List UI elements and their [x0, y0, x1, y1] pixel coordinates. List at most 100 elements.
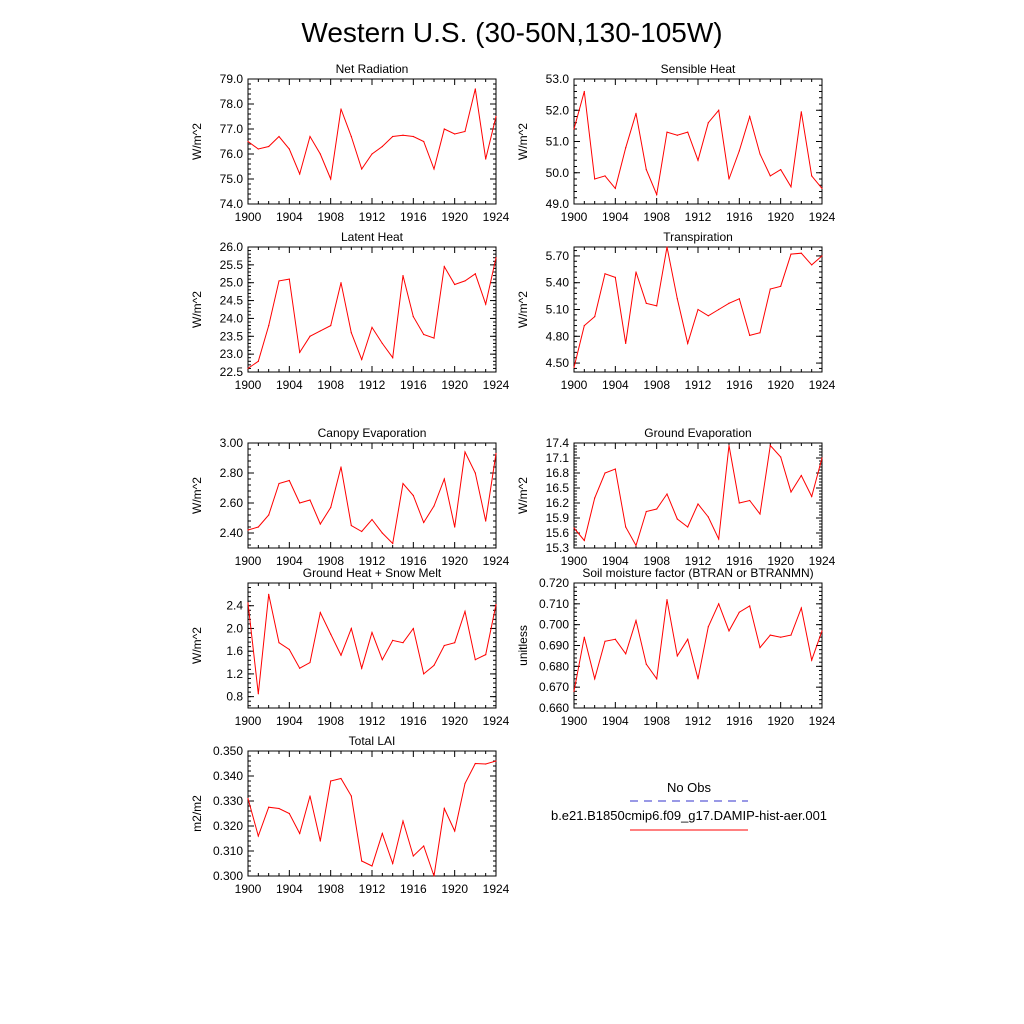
data-point	[381, 532, 383, 534]
data-point	[790, 491, 792, 493]
data-point	[656, 194, 658, 196]
x-tick-label: 1904	[602, 378, 629, 392]
y-tick-label: 0.300	[213, 869, 243, 883]
data-point	[299, 351, 301, 353]
data-point	[340, 466, 342, 468]
data-point	[361, 530, 363, 533]
data-point	[381, 342, 383, 345]
x-tick-label: 1916	[400, 882, 427, 896]
data-point	[800, 252, 802, 254]
x-tick-label: 1924	[483, 554, 510, 568]
data-point	[268, 514, 270, 516]
data-point	[247, 367, 249, 370]
data-point	[423, 140, 425, 143]
y-tick-label: 2.0	[226, 621, 243, 635]
data-point	[485, 520, 487, 522]
data-point	[485, 653, 487, 656]
y-axis-label: W/m^2	[516, 123, 530, 160]
data-point	[392, 542, 394, 545]
data-point	[443, 807, 445, 810]
x-tick-label: 1924	[483, 882, 510, 896]
x-tick-label: 1900	[235, 554, 262, 568]
y-tick-label: 22.5	[220, 365, 244, 379]
y-tick-label: 5.40	[546, 276, 570, 290]
data-point	[573, 366, 575, 369]
x-tick-label: 1904	[276, 378, 303, 392]
data-point	[330, 506, 332, 509]
chart-panel-soil-moisture-factor: 1900 1904 1908 1912 1916 1920 1924 0.660 0.670 0.…	[516, 566, 836, 728]
x-tick-label: 1908	[643, 210, 670, 224]
y-tick-label: 17.1	[546, 451, 570, 465]
data-point	[340, 654, 342, 656]
data-point	[423, 521, 425, 524]
data-point	[625, 526, 627, 528]
data-point	[454, 133, 456, 135]
data-point	[821, 187, 823, 189]
y-tick-label: 0.310	[213, 844, 243, 858]
x-tick-label: 1920	[441, 714, 468, 728]
data-point	[423, 673, 425, 675]
data-point	[759, 513, 761, 515]
x-tick-label: 1908	[317, 210, 344, 224]
data-point	[288, 812, 290, 815]
data-point	[718, 538, 720, 540]
x-tick-label: 1908	[317, 554, 344, 568]
data-point	[749, 499, 751, 502]
x-tick-label: 1912	[685, 714, 712, 728]
data-point	[412, 316, 414, 318]
x-tick-label: 1900	[561, 714, 588, 728]
y-tick-label: 0.720	[539, 576, 569, 590]
y-axis-label: W/m^2	[190, 477, 204, 514]
x-tick-label: 1904	[276, 714, 303, 728]
data-point	[759, 646, 761, 649]
y-tick-label: 25.0	[220, 276, 244, 290]
data-point	[340, 108, 342, 110]
data-point	[309, 661, 311, 664]
chart-panel-ground-evaporation: 1900 1904 1908 1912 1916 1920 1924 15.315.615.9…	[516, 426, 836, 568]
data-point	[371, 631, 373, 634]
data-point	[769, 175, 771, 177]
data-point	[433, 664, 435, 666]
data-point	[392, 357, 394, 359]
x-tick-label: 1916	[400, 554, 427, 568]
data-point	[309, 795, 311, 797]
data-point	[821, 630, 823, 632]
x-tick-label: 1900	[235, 714, 262, 728]
data-point	[697, 308, 699, 311]
data-point	[433, 337, 435, 339]
x-tick-label: 1904	[276, 210, 303, 224]
y-tick-label: 0.8	[226, 690, 243, 704]
x-tick-label: 1916	[726, 554, 753, 568]
data-point	[811, 175, 813, 177]
data-point	[299, 832, 301, 835]
data-point	[759, 332, 761, 334]
data-point	[402, 482, 404, 485]
data-point	[361, 860, 363, 862]
y-tick-label: 1.6	[226, 644, 243, 658]
data-point	[257, 835, 259, 837]
data-point	[309, 135, 311, 138]
data-point	[330, 633, 332, 635]
panel-title: Ground Evaporation	[644, 426, 751, 440]
data-point	[443, 478, 445, 480]
x-tick-label: 1924	[809, 554, 836, 568]
data-point	[614, 468, 616, 470]
data-point	[718, 109, 720, 111]
data-point	[464, 130, 466, 133]
x-tick-label: 1916	[726, 210, 753, 224]
data-point	[604, 175, 606, 177]
y-tick-label: 0.350	[213, 744, 243, 758]
data-point	[464, 782, 466, 785]
y-tick-label: 15.6	[546, 526, 570, 540]
data-point	[433, 168, 435, 170]
y-axis-label: W/m^2	[190, 123, 204, 160]
panel-title: Net Radiation	[336, 62, 409, 76]
data-point	[309, 499, 311, 501]
data-point	[738, 611, 740, 613]
x-tick-label: 1908	[317, 714, 344, 728]
panels-group: 1900 1904 1908 1912 1916 1920 1924 74.0 75.0 76.0…	[190, 62, 836, 896]
data-point	[811, 659, 813, 661]
data-point	[392, 135, 394, 138]
x-tick-label: 1904	[602, 554, 629, 568]
data-point	[738, 502, 740, 504]
